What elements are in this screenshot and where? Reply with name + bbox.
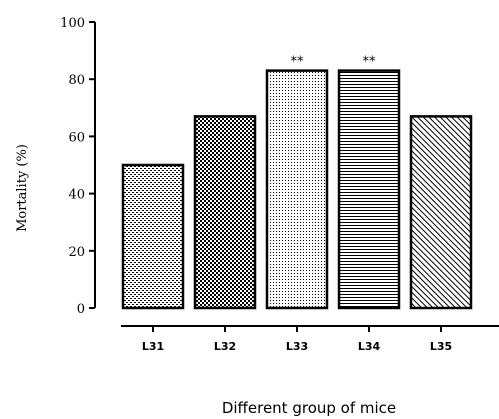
y-tick-label: 20 xyxy=(68,245,85,260)
y-axis-title: Mortality (%) xyxy=(15,144,30,232)
y-axis: 0 20 40 60 80 100 xyxy=(60,16,96,317)
bar-l34 xyxy=(337,69,401,310)
x-tick-label: L34 xyxy=(358,340,381,353)
y-tick-label: 80 xyxy=(68,73,85,88)
y-tick-label: 60 xyxy=(68,130,85,145)
y-tick-label: 40 xyxy=(68,188,85,203)
significance-marker: ** xyxy=(363,55,377,70)
significance-marker: ** xyxy=(291,55,305,70)
y-tick-label: 100 xyxy=(60,16,85,31)
labels: ** ** xyxy=(291,55,377,70)
bar-l32 xyxy=(193,115,257,310)
x-axis-title: Different group of mice xyxy=(222,399,396,417)
x-tick-label: L32 xyxy=(214,340,236,353)
bars xyxy=(121,69,473,310)
x-tick-label: L33 xyxy=(286,340,308,353)
x-tick-label: L31 xyxy=(142,340,164,353)
x-tick-label: L35 xyxy=(430,340,452,353)
x-axis: L31 L32 L33 L34 L35 xyxy=(121,325,499,353)
bar-l31 xyxy=(121,163,185,310)
y-tick-label: 0 xyxy=(77,302,85,317)
bar-l33 xyxy=(265,69,329,310)
bar-l35 xyxy=(409,115,473,310)
